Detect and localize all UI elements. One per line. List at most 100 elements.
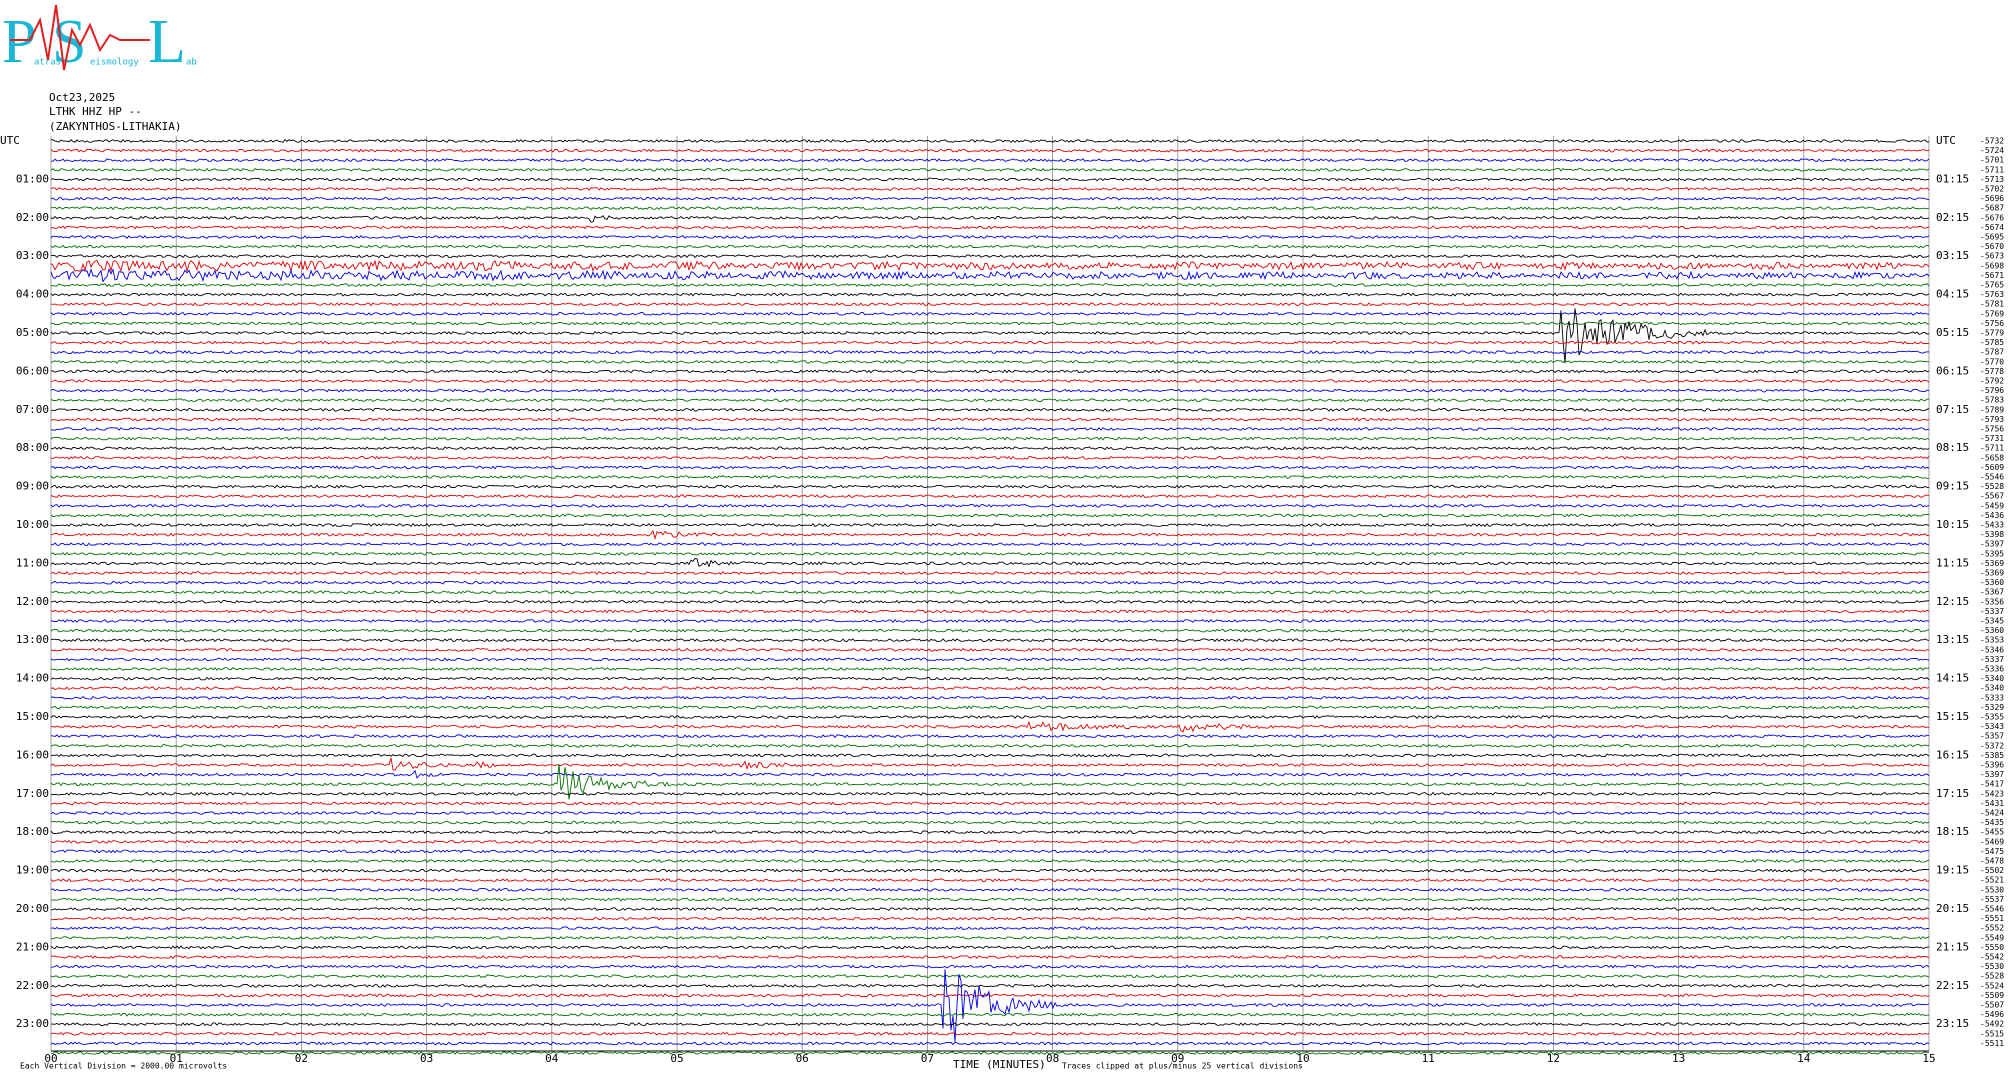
row-offset: -5765 — [1980, 281, 2004, 290]
left-time-label: 18:00 — [16, 825, 49, 838]
row-offset: -5340 — [1980, 684, 2004, 693]
x-tick-label: 04 — [545, 1052, 559, 1065]
row-offset: -5530 — [1980, 962, 2004, 971]
right-time-label: 11:15 — [1936, 556, 1969, 569]
x-tick-label: 01 — [170, 1052, 183, 1065]
trace — [50, 542, 1930, 547]
x-tick-label: 07 — [921, 1052, 934, 1065]
row-offset: -5337 — [1980, 607, 2004, 616]
row-offset: -5756 — [1980, 319, 2004, 328]
trace — [50, 897, 1930, 902]
x-tick-label: 03 — [420, 1052, 433, 1065]
left-time-label: 01:00 — [16, 172, 49, 185]
row-offset: -5695 — [1980, 233, 2004, 242]
row-offset: -5337 — [1980, 655, 2004, 664]
right-time-label: 04:15 — [1936, 288, 1969, 301]
row-offset: -5770 — [1980, 357, 2004, 366]
row-offset: -5345 — [1980, 617, 2004, 626]
right-time-label: 16:15 — [1936, 748, 1969, 761]
trace — [50, 254, 1930, 259]
row-offset: -5329 — [1980, 703, 2004, 712]
row-offset: -5778 — [1980, 367, 2004, 376]
row-offset: -5792 — [1980, 377, 2004, 386]
row-offset: -5763 — [1980, 290, 2004, 299]
trace — [50, 158, 1930, 163]
row-offset: -5355 — [1980, 713, 2004, 722]
row-offset: -5546 — [1980, 473, 2004, 482]
row-offset: -5397 — [1980, 770, 2004, 779]
x-axis-title: TIME (MINUTES) — [953, 1058, 1046, 1071]
row-offset: -5424 — [1980, 809, 2004, 818]
trace — [50, 494, 1930, 499]
row-offset: -5367 — [1980, 588, 2004, 597]
right-time-label: 12:15 — [1936, 595, 1969, 608]
row-offset: -5546 — [1980, 905, 2004, 914]
right-time-label: 17:15 — [1936, 787, 1969, 800]
row-offset: -5756 — [1980, 425, 2004, 434]
trace — [50, 820, 1930, 825]
x-tick-label: 14 — [1797, 1052, 1811, 1065]
left-time-label: 03:00 — [16, 249, 49, 262]
trace — [50, 955, 1930, 960]
x-tick-label: 00 — [44, 1052, 57, 1065]
x-tick-label: 12 — [1547, 1052, 1560, 1065]
trace — [50, 311, 1930, 316]
trace — [50, 638, 1930, 643]
row-offset: -5356 — [1980, 597, 2004, 606]
row-offset: -5731 — [1980, 434, 2004, 443]
row-offset: -5343 — [1980, 722, 2004, 731]
row-offset: -5340 — [1980, 674, 2004, 683]
logo: P S L atras eismology ab — [2, 4, 197, 76]
right-time-label: 09:15 — [1936, 480, 1969, 493]
row-offset: -5702 — [1980, 185, 2004, 194]
right-time-label: 15:15 — [1936, 710, 1969, 723]
row-offset: -5796 — [1980, 386, 2004, 395]
trace — [50, 811, 1930, 815]
row-offset: -5732 — [1980, 137, 2004, 146]
row-offset: -5674 — [1980, 223, 2004, 232]
right-time-label: 05:15 — [1936, 326, 1969, 339]
left-time-label: 07:00 — [16, 403, 49, 416]
trace — [50, 177, 1930, 182]
trace — [51, 446, 1930, 451]
row-offset: -5769 — [1980, 309, 2004, 318]
trace — [50, 743, 1930, 748]
trace — [50, 196, 1930, 201]
trace — [50, 267, 1930, 283]
left-time-label: 05:00 — [16, 326, 49, 339]
trace — [50, 715, 1930, 720]
left-time-label: 20:00 — [16, 902, 49, 915]
left-time-label: 09:00 — [16, 480, 49, 493]
trace — [50, 753, 1930, 758]
row-offset: -5676 — [1980, 213, 2004, 222]
left-time-label: 17:00 — [16, 787, 49, 800]
trace — [50, 878, 1930, 883]
right-time-label: 02:15 — [1936, 211, 1969, 224]
row-offset: -5502 — [1980, 866, 2004, 875]
left-time-label: 19:00 — [16, 864, 49, 877]
row-offset: -5372 — [1980, 741, 2004, 750]
trace — [50, 398, 1930, 403]
grid — [50, 136, 1930, 1051]
row-offset: -5509 — [1980, 991, 2004, 1000]
traces — [50, 139, 1930, 1055]
row-offset: -5496 — [1980, 1010, 2004, 1019]
row-offset: -5357 — [1980, 732, 2004, 741]
trace — [50, 283, 1930, 287]
trace — [50, 417, 1930, 422]
left-time-label: 06:00 — [16, 364, 49, 377]
trace — [50, 379, 1930, 383]
trace — [50, 769, 1930, 779]
trace — [50, 484, 1930, 489]
row-offset: -5779 — [1980, 329, 2004, 338]
trace — [50, 667, 1930, 671]
trace — [50, 259, 1930, 273]
trace — [50, 427, 1930, 431]
trace — [50, 292, 1930, 297]
trace — [51, 407, 1930, 412]
row-offset: -5478 — [1980, 857, 2004, 866]
row-offset: -5552 — [1980, 924, 2004, 933]
right-time-label: 08:15 — [1936, 441, 1969, 454]
row-offset: -5469 — [1980, 837, 2004, 846]
logo-word: ab — [186, 58, 197, 68]
